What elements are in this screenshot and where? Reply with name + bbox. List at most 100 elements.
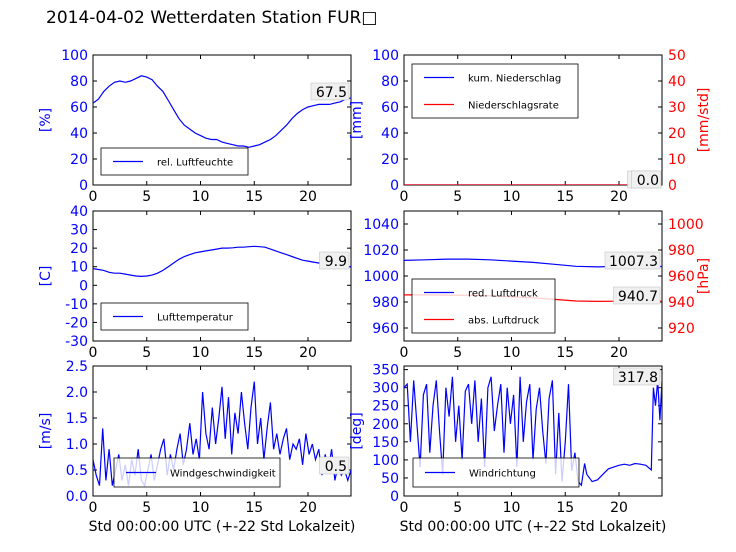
y-tick-label: 100 <box>61 48 88 64</box>
legend-label: kum. Niederschlag <box>468 74 561 85</box>
legend-box <box>411 278 556 334</box>
legend: red. Luftdruck abs. Luftdruck <box>411 278 556 334</box>
y-tick-label: 1.5 <box>66 411 88 427</box>
chart-temperature: 0 5 10 15 20 -30 -20 -10 0 10 20 30 40 [C] Lufttempera… <box>38 204 352 361</box>
y-tick-label: 0.5 <box>66 463 88 479</box>
x-axis-label: Std 00:00:00 UTC (+-22 Std Lokalzeit) <box>400 519 667 535</box>
y2-tick-label: 50 <box>668 48 686 64</box>
x-tick-label: 15 <box>245 189 263 205</box>
y-tick-label: 300 <box>372 381 399 397</box>
x-tick-label: 20 <box>299 500 317 516</box>
y-tick-label: 2.5 <box>66 359 88 375</box>
x-tick-label: 20 <box>610 500 628 516</box>
series-line-0 <box>93 245 351 278</box>
y-tick-label: 2.0 <box>66 385 88 401</box>
x-tick-label: 0 <box>400 189 409 205</box>
y2-tick-label: 980 <box>668 243 695 259</box>
x-tick-label: 15 <box>556 189 574 205</box>
y-tick-label: -20 <box>65 315 88 331</box>
y-tick-label: 0 <box>390 489 399 505</box>
legend-label: Windgeschwindigkeit <box>170 469 276 480</box>
y-tick-label: 1000 <box>363 269 399 285</box>
x-tick-label: 10 <box>192 345 210 361</box>
y-tick-label: 980 <box>372 295 399 311</box>
y-tick-label: 60 <box>70 100 88 116</box>
y2-tick-label: 960 <box>668 269 695 285</box>
x-tick-label: 20 <box>610 189 628 205</box>
y-tick-label: 1.0 <box>66 437 88 453</box>
y-tick-label: 20 <box>70 152 88 168</box>
x-tick-label: 10 <box>503 500 521 516</box>
y2-tick-label: 40 <box>668 74 686 90</box>
series-line-0 <box>404 376 662 487</box>
value-label: 0.0 <box>637 173 659 189</box>
x-tick-label: 15 <box>556 345 574 361</box>
series-line-0 <box>93 75 351 148</box>
value-label-bg <box>613 367 661 386</box>
legend: kum. Niederschlag Niederschlagsrate <box>411 63 579 119</box>
y-tick-label: 1040 <box>363 217 399 233</box>
value-label: 9.9 <box>325 254 347 270</box>
y-axis-label: [C] <box>38 266 54 287</box>
y-tick-label: 50 <box>381 471 399 487</box>
value-label-bg <box>310 82 350 101</box>
legend: Windgeschwindigkeit <box>113 457 281 488</box>
x-tick-label: 20 <box>299 189 317 205</box>
x-tick-label: 0 <box>400 345 409 361</box>
legend-label: red. Luftdruck <box>468 289 538 300</box>
y-tick-label: 40 <box>381 126 399 142</box>
x-tick-label: 15 <box>245 345 263 361</box>
x-axis-label: Std 00:00:00 UTC (+-22 Std Lokalzeit) <box>89 519 356 535</box>
y-tick-label: 0.0 <box>66 489 88 505</box>
y2-tick-label: 920 <box>668 321 695 337</box>
chart-humidity: 0 5 10 15 20 0 20 40 60 80 100 [%] rel. Luftfeuchte 6… <box>38 48 352 205</box>
y-axis-label: [mm] <box>349 101 365 139</box>
x-tick-label: 5 <box>453 189 462 205</box>
y-tick-label: 150 <box>372 435 399 451</box>
series-group <box>93 245 351 278</box>
y-tick-label: 20 <box>381 152 399 168</box>
x-tick-label: 5 <box>453 500 462 516</box>
x-tick-label: 15 <box>245 500 263 516</box>
legend-label: abs. Luftdruck <box>468 316 539 327</box>
y-tick-label: 0 <box>390 178 399 194</box>
y-tick-label: 200 <box>372 417 399 433</box>
y-tick-label: 1020 <box>363 243 399 259</box>
x-tick-label: 20 <box>299 345 317 361</box>
x-tick-label: 0 <box>89 500 98 516</box>
x-tick-label: 10 <box>192 500 210 516</box>
y-tick-label: 250 <box>372 399 399 415</box>
chart-windspeed: 0 5 10 15 20 0.0 0.5 1.0 1.5 2.0 2.5 [m/s] Std 00:00… <box>38 359 355 535</box>
legend-label: rel. Luftfeuchte <box>157 158 233 169</box>
y-tick-label: -30 <box>65 334 88 350</box>
value-label: 317.8 <box>618 370 658 386</box>
chart-precipitation: 0 5 10 15 20 0 20 40 60 80 100 0 10 20 30 40 50 [mm/std] [… <box>349 48 712 205</box>
y-tick-label: -10 <box>65 297 88 313</box>
y2-tick-label: 20 <box>668 126 686 142</box>
series-group <box>404 376 662 487</box>
y-tick-label: 10 <box>70 260 88 276</box>
x-tick-label: 10 <box>503 189 521 205</box>
legend: rel. Luftfeuchte <box>100 147 249 176</box>
legend-box <box>411 63 579 119</box>
y-tick-label: 30 <box>70 223 88 239</box>
y2-tick-label: 0 <box>668 178 677 194</box>
y-tick-label: 60 <box>381 100 399 116</box>
y-tick-label: 0 <box>79 178 88 194</box>
page-title: 2014-04-02 Wetterdaten Station FUR□ <box>46 8 378 28</box>
y-axis-label: [m/s] <box>38 413 54 450</box>
legend-label: Lufttemperatur <box>157 313 234 324</box>
y-tick-label: 80 <box>70 74 88 90</box>
x-tick-label: 0 <box>89 189 98 205</box>
x-tick-label: 5 <box>142 345 151 361</box>
y-axis-label: [deg] <box>349 412 365 449</box>
y-tick-label: 80 <box>381 74 399 90</box>
legend-label: Windrichtung <box>469 469 536 480</box>
value-label: 0.5 <box>325 459 347 475</box>
x-tick-label: 5 <box>142 500 151 516</box>
value-label-bg <box>604 251 661 270</box>
value-label-bg <box>319 456 350 475</box>
value-label: 67.5 <box>316 85 347 101</box>
